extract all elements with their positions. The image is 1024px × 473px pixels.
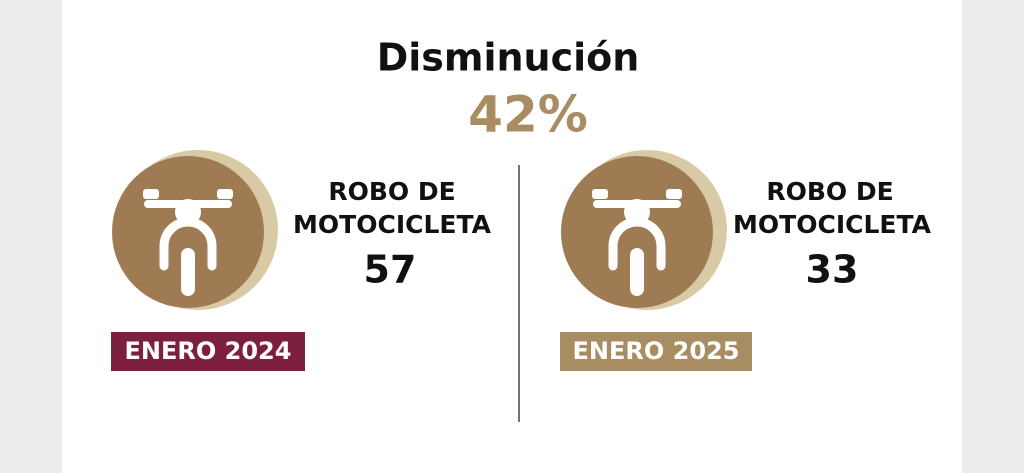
label: ROBO DE bbox=[328, 177, 455, 206]
label: MOTOCICLETA bbox=[733, 210, 932, 239]
period: ENERO 2025 bbox=[573, 337, 740, 365]
panel-right: ROBO DE MOTOCICLETA 33 ENERO 2025 bbox=[560, 150, 932, 371]
period-box bbox=[111, 332, 305, 371]
panel-left: ROBO DE MOTOCICLETA 57 ENERO 2024 bbox=[111, 150, 492, 371]
period: ENERO 2024 bbox=[125, 337, 292, 365]
period-box bbox=[560, 332, 752, 371]
title: Disminución bbox=[377, 36, 640, 80]
label: MOTOCICLETA bbox=[293, 210, 492, 239]
value: 33 bbox=[806, 248, 859, 292]
label: ROBO DE bbox=[766, 177, 893, 206]
change: 42% bbox=[468, 86, 588, 144]
value: 57 bbox=[364, 248, 417, 292]
